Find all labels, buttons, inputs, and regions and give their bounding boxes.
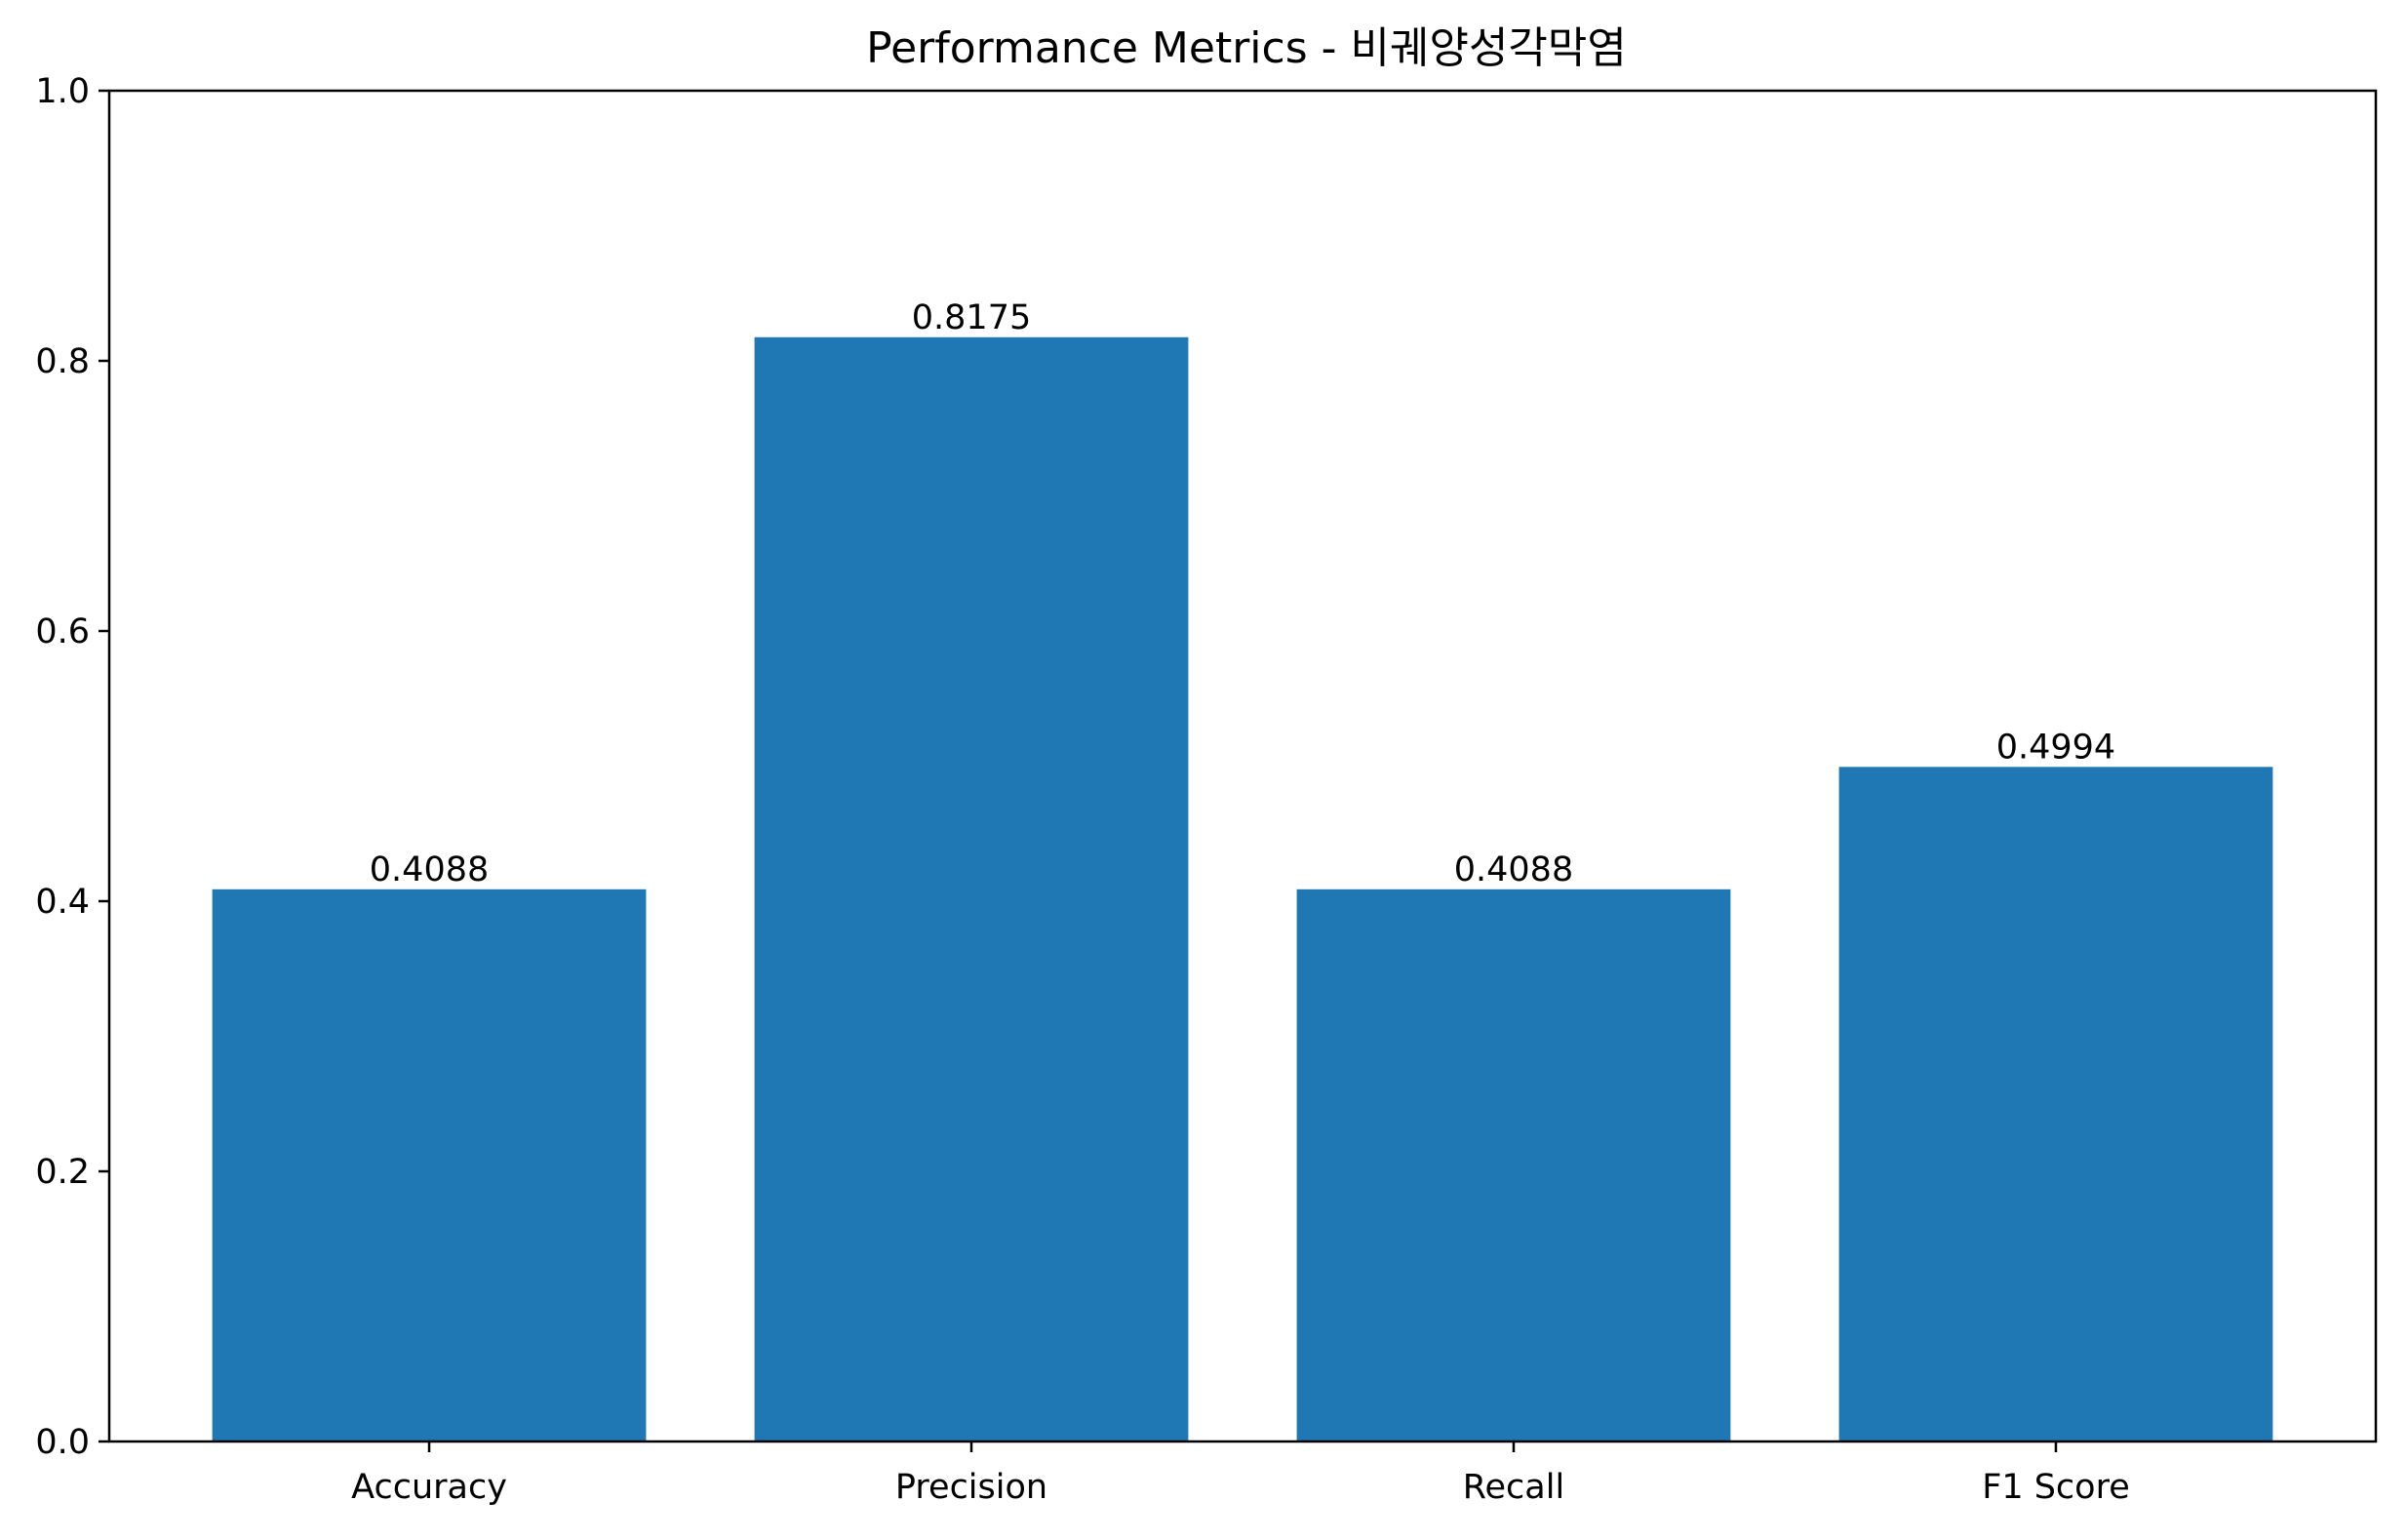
y-tick-label: 0.6 — [35, 612, 90, 652]
y-tick-label: 0.0 — [35, 1423, 90, 1462]
plot-frame — [107, 89, 2378, 1443]
bar-value-label: 0.8175 — [912, 298, 1031, 337]
x-tick-label: Accuracy — [351, 1468, 507, 1507]
bars-layer — [212, 336, 2273, 1442]
x-tick-label: Precision — [895, 1468, 1047, 1507]
y-axis: 0.0 0.2 0.4 0.6 0.8 1.0 — [35, 72, 109, 1462]
bar-value-label: 0.4994 — [1996, 728, 2115, 767]
y-tick-label: 1.0 — [35, 72, 90, 111]
x-tick-label: Recall — [1463, 1468, 1564, 1507]
chart-title: Performance Metrics - 비궤양성각막염 — [866, 23, 1627, 73]
bar-f1-score — [1838, 767, 2273, 1441]
bar-accuracy — [212, 888, 647, 1441]
y-tick-label: 0.2 — [35, 1153, 90, 1192]
bar-value-label: 0.4088 — [1454, 850, 1573, 889]
y-tick-label: 0.8 — [35, 342, 90, 381]
x-tick-label: F1 Score — [1982, 1468, 2130, 1507]
x-axis: Accuracy Precision Recall F1 Score — [351, 1441, 2130, 1507]
value-labels-layer: 0.4088 0.8175 0.4088 0.4994 — [370, 298, 2115, 889]
bar-recall — [1296, 888, 1731, 1441]
bar-precision — [754, 336, 1189, 1442]
y-tick-label: 0.4 — [35, 883, 90, 922]
bar-value-label: 0.4088 — [370, 850, 489, 889]
